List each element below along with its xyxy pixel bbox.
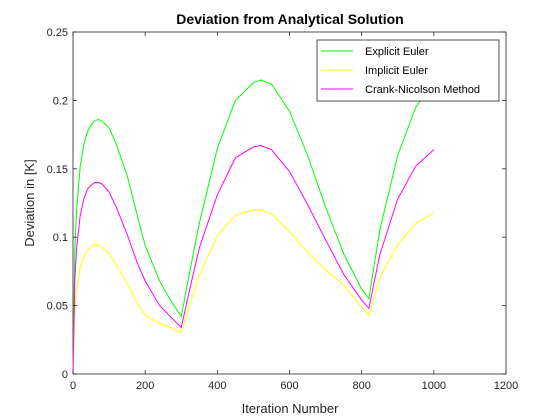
series-line-3 xyxy=(72,145,435,375)
y-tick-label: 0.25 xyxy=(47,27,68,39)
ticks-layer: 0 200 400 600 800 1000 1200 0 0.05 0.1 0.15 0.2 0.25 xyxy=(47,27,519,392)
series-line-2 xyxy=(72,209,435,375)
legend-label-3: Crank-Nicolson Method xyxy=(365,84,480,96)
y-tick-label: 0.15 xyxy=(47,164,68,176)
chart-title: Deviation from Analytical Solution xyxy=(176,11,403,27)
legend: Explicit Euler Implicit Euler Crank-Nicols… xyxy=(316,39,500,102)
x-tick-label: 1000 xyxy=(422,380,446,392)
y-tick-label: 0.05 xyxy=(47,301,68,313)
y-axis-label: Deviation in [K] xyxy=(22,159,37,246)
series-line-1 xyxy=(72,79,435,375)
x-tick-label: 800 xyxy=(352,380,370,392)
x-tick-label: 200 xyxy=(136,380,154,392)
y-tick-label: 0 xyxy=(62,369,68,381)
x-tick-label: 0 xyxy=(70,380,76,392)
y-tick-label: 0.1 xyxy=(53,232,68,244)
y-tick-label: 0.2 xyxy=(53,95,68,107)
x-axis-label: Iteration Number xyxy=(242,401,339,416)
x-tick-label: 400 xyxy=(208,380,226,392)
legend-label-2: Implicit Euler xyxy=(365,65,428,77)
legend-label-1: Explicit Euler xyxy=(365,46,429,58)
x-tick-label: 600 xyxy=(280,380,298,392)
x-tick-label: 1200 xyxy=(494,380,518,392)
series-layer xyxy=(72,79,435,375)
